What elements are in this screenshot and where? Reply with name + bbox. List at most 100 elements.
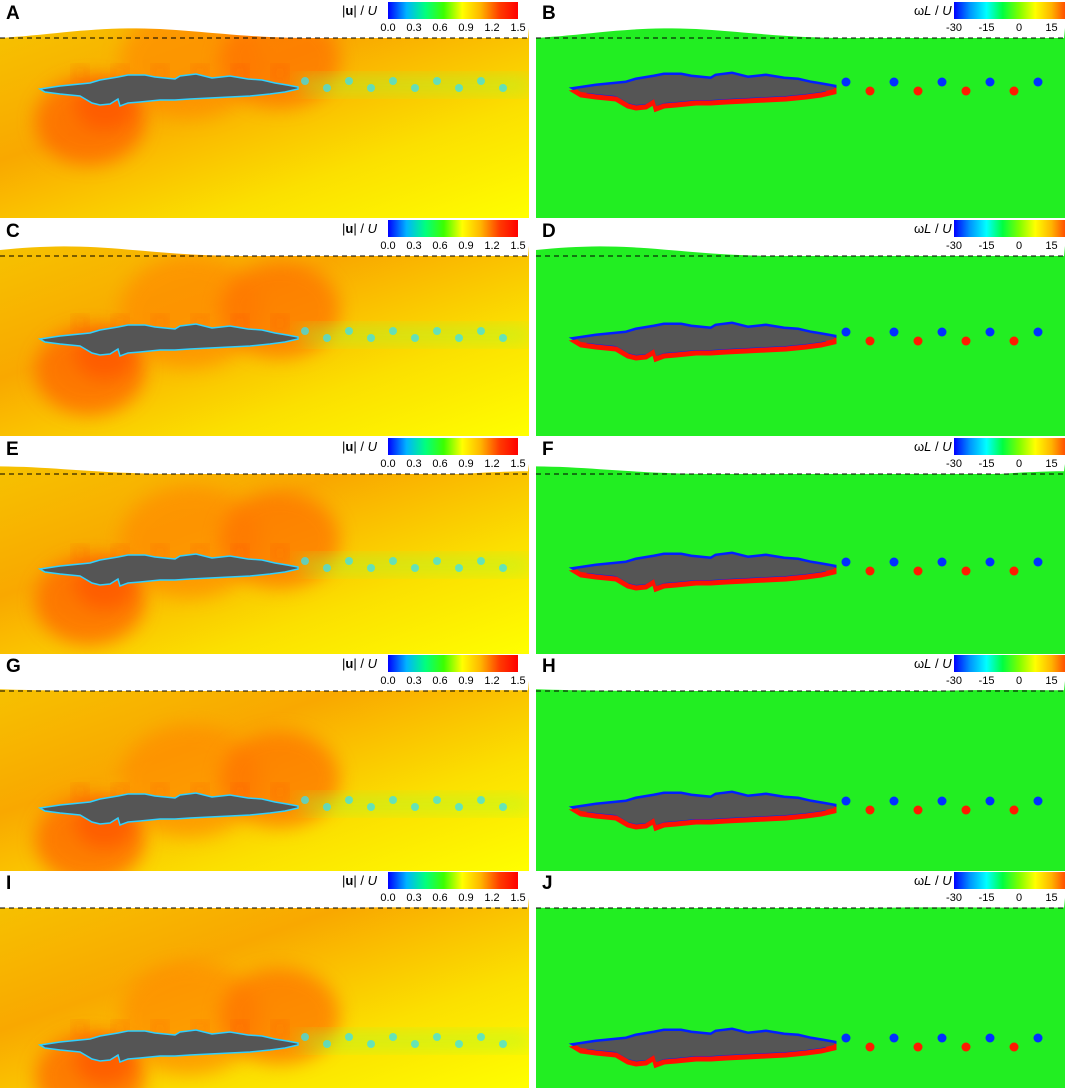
wake-vortex	[961, 805, 971, 815]
wake-vortex	[1009, 336, 1019, 346]
fish-body	[576, 74, 834, 106]
colorbar-tick-label: -30	[946, 240, 962, 252]
wake-vortex	[323, 1040, 331, 1048]
free-surface	[536, 28, 1065, 38]
free-surface	[0, 28, 529, 38]
colorbar-tick-label: 1.2	[484, 892, 500, 904]
surface-peak	[235, 548, 245, 558]
wake-vortex	[985, 1033, 995, 1043]
colorbar-tick-label: -15	[978, 892, 995, 904]
wake-vortex	[889, 77, 899, 87]
colorbar-tick-label: 1.5	[510, 675, 526, 687]
wake-vortex	[389, 796, 397, 804]
wake-vortex	[841, 796, 851, 806]
colorbar-tick-labels: -30-1501530	[946, 22, 1065, 36]
panel-label: G	[6, 656, 21, 677]
colorbar-tick-label: 15	[1045, 22, 1058, 34]
fish-body	[37, 323, 299, 357]
vorticity-colorbar-title: ωL / U	[914, 873, 952, 888]
panel-i: I |u| / U 0.0 0.3 0.6 0.9 1.2 1.5	[0, 870, 529, 1088]
wake-vortex	[433, 557, 441, 565]
colorbar-tick-label: 0.0	[380, 892, 396, 904]
colorbar-tick-label: 1.2	[484, 22, 500, 34]
vorticity-field	[536, 464, 1065, 654]
panel-a: A |u| / U 0.0 0.3 0.6 0.9 1.2 1.5	[0, 0, 529, 218]
free-surface	[536, 464, 1065, 474]
wake-vortex	[913, 1042, 923, 1052]
wake-vortex	[301, 327, 309, 335]
vorticity-field	[536, 898, 1065, 1088]
colorbar-tick-label: 0.0	[380, 458, 396, 470]
colorbar-tick-label: 0.9	[458, 458, 474, 470]
colorbar-tick-labels: 0.0 0.3 0.6 0.9 1.2 1.5	[380, 675, 538, 689]
wake-vortex	[1033, 557, 1043, 567]
wake-vortex	[865, 86, 875, 96]
vorticity-field	[536, 681, 1065, 871]
surface-peak	[155, 548, 165, 558]
vorticity-colorbar	[954, 655, 1065, 672]
speed-colorbar-title: |u| / U	[342, 439, 377, 454]
fish-body	[37, 73, 299, 107]
wake-vortex	[985, 796, 995, 806]
colorbar-tick-labels: 0.0 0.3 0.6 0.9 1.2 1.5	[380, 892, 538, 906]
wake-vortex	[889, 327, 899, 337]
colorbar-tick-label: 0	[1015, 22, 1023, 34]
speed-colorbar-title: |u| / U	[342, 3, 377, 18]
colorbar-tick-label: 0.9	[458, 892, 474, 904]
wake-vortex	[477, 327, 485, 335]
wake-vortex	[455, 84, 463, 92]
colorbar-tick-label: 15	[1045, 240, 1058, 252]
surface-peak	[75, 548, 85, 558]
speed-colorbar	[388, 872, 518, 889]
wake-vortex	[1009, 805, 1019, 815]
colorbar-tick-label: -15	[978, 22, 995, 34]
colorbar-tick-label: 0	[1015, 458, 1023, 470]
colorbar-tick-label: 0.3	[406, 240, 422, 252]
panel-label: B	[542, 3, 556, 24]
panel-j: JωL / U-30-1501530	[536, 870, 1065, 1088]
colorbar-tick-label: -30	[946, 675, 962, 687]
wake-vortex	[345, 77, 353, 85]
colorbar-tick-label: 1.5	[510, 892, 526, 904]
free-surface	[536, 898, 1065, 908]
wake-vortex	[985, 327, 995, 337]
wake-vortex	[411, 564, 419, 572]
wake-vortex	[841, 77, 851, 87]
wake-vortex	[301, 77, 309, 85]
wake-vortex	[411, 1040, 419, 1048]
velocity-magnitude-field	[0, 28, 529, 218]
wake-vortex	[367, 1040, 375, 1048]
fish-body	[37, 1029, 299, 1063]
wake-vortex	[367, 84, 375, 92]
field-background	[536, 28, 1065, 218]
wake-vortex	[323, 803, 331, 811]
free-surface	[0, 464, 529, 474]
vorticity-colorbar-title: ωL / U	[914, 3, 952, 18]
wake-vortex	[477, 796, 485, 804]
vorticity-colorbar	[954, 872, 1065, 889]
colorbar-tick-label: 0.0	[380, 22, 396, 34]
surface-peak	[235, 1024, 245, 1034]
speed-colorbar-title: |u| / U	[342, 873, 377, 888]
wake-vortex	[841, 557, 851, 567]
wake-vortex	[937, 1033, 947, 1043]
surface-peak	[75, 68, 85, 78]
vorticity-colorbar	[954, 220, 1065, 237]
wake-vortex	[389, 77, 397, 85]
colorbar-tick-label: 0.6	[432, 892, 448, 904]
colorbar-tick-labels: -30-1501530	[946, 240, 1065, 254]
colorbar-tick-label: 0.3	[406, 675, 422, 687]
surface-peak	[155, 1024, 165, 1034]
wake-vortex	[499, 334, 507, 342]
wake-vortex	[367, 564, 375, 572]
free-surface	[0, 681, 529, 691]
surface-peak	[75, 787, 85, 797]
vorticity-colorbar	[954, 438, 1065, 455]
fish-body	[576, 554, 834, 586]
velocity-magnitude-field	[0, 246, 529, 436]
surface-peak	[235, 787, 245, 797]
colorbar-tick-label: 1.2	[484, 675, 500, 687]
wake-vortex	[345, 557, 353, 565]
colorbar-tick-labels: -30-1501530	[946, 892, 1065, 906]
wake-vortex	[1033, 327, 1043, 337]
